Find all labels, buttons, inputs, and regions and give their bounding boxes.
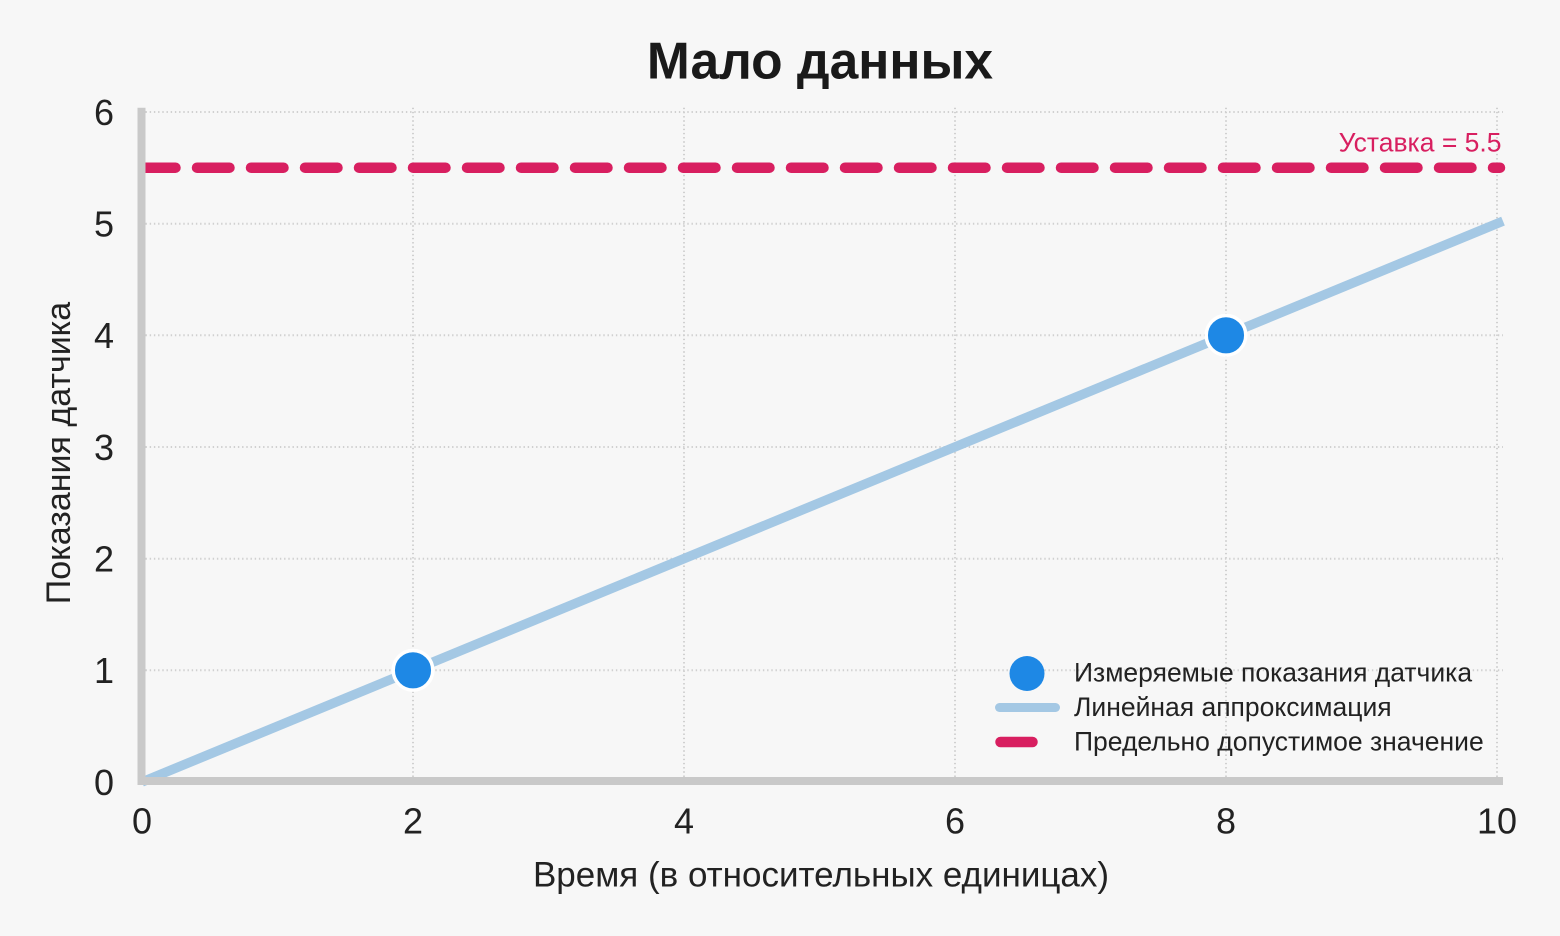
svg-text:Линейная аппроксимация: Линейная аппроксимация: [1074, 692, 1392, 722]
svg-text:Уставка = 5.5: Уставка = 5.5: [1339, 128, 1502, 158]
svg-text:0: 0: [132, 800, 152, 841]
svg-text:3: 3: [94, 427, 114, 468]
svg-text:Мало данных: Мало данных: [647, 32, 993, 90]
svg-text:Время (в относительных единица: Время (в относительных единицах): [533, 856, 1109, 895]
svg-text:Измеряемые показания датчика: Измеряемые показания датчика: [1074, 657, 1472, 687]
svg-text:4: 4: [674, 800, 694, 841]
svg-text:Предельно допустимое значение: Предельно допустимое значение: [1074, 726, 1484, 756]
svg-text:1: 1: [94, 650, 114, 691]
svg-text:2: 2: [403, 800, 423, 841]
svg-text:2: 2: [94, 539, 114, 580]
svg-text:5: 5: [94, 204, 114, 245]
svg-text:6: 6: [94, 92, 114, 133]
svg-text:10: 10: [1477, 800, 1517, 841]
svg-text:Показания датчика: Показания датчика: [40, 302, 78, 605]
svg-text:0: 0: [94, 762, 114, 803]
svg-text:8: 8: [1216, 800, 1236, 841]
svg-text:4: 4: [94, 315, 114, 356]
svg-text:6: 6: [945, 800, 965, 841]
